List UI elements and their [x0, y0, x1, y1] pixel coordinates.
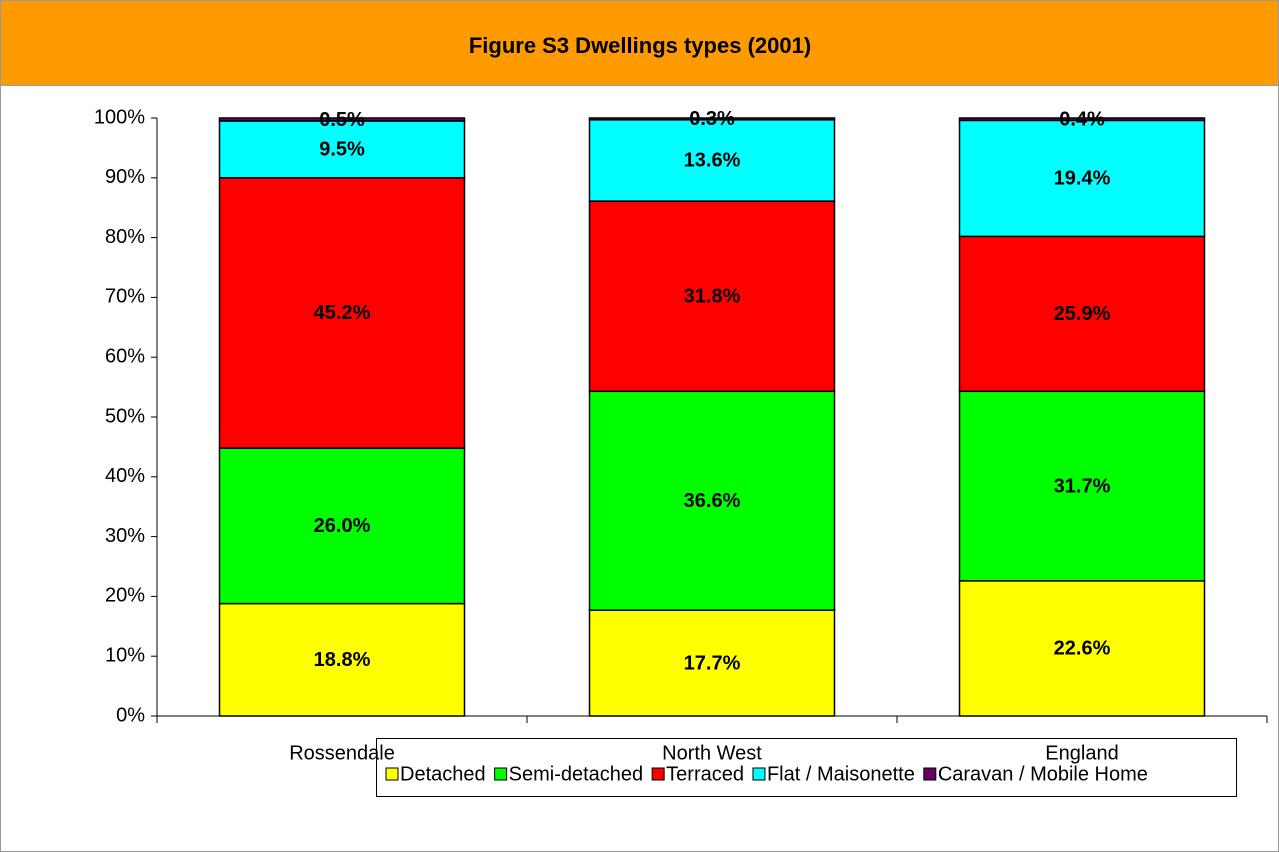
x-tick-label: North West [662, 742, 762, 764]
value-label: 22.6% [1054, 638, 1111, 660]
value-label: 45.2% [314, 302, 371, 324]
legend-swatch [752, 767, 766, 781]
value-label: 13.6% [684, 150, 741, 172]
bar-segment [218, 117, 466, 122]
y-tick-label: 70% [105, 286, 145, 308]
bar-segment [588, 390, 836, 611]
value-label: 31.7% [1054, 475, 1111, 497]
legend-swatch [923, 767, 937, 781]
bar-segment [218, 177, 466, 449]
x-tick-label: Rossendale [289, 742, 395, 764]
y-tick-label: 90% [105, 166, 145, 188]
value-label: 19.4% [1054, 168, 1111, 190]
value-label: 9.5% [319, 139, 365, 161]
legend-swatch [651, 767, 665, 781]
legend-swatch [494, 767, 508, 781]
value-label: 0.5% [319, 109, 365, 131]
value-label: 31.8% [684, 285, 741, 307]
y-tick-label: 0% [116, 704, 145, 726]
value-label: 0.3% [689, 108, 735, 130]
bar-segment [218, 447, 466, 605]
legend-swatch [385, 767, 399, 781]
legend-box [376, 738, 1237, 797]
value-label: 18.8% [314, 649, 371, 671]
chart-title: Figure S3 Dwellings types (2001) [469, 33, 811, 58]
value-label: 17.7% [684, 652, 741, 674]
legend-label: Caravan / Mobile Home [938, 763, 1148, 785]
bar-segment [588, 119, 836, 202]
y-tick-label: 80% [105, 226, 145, 248]
bar-segment [588, 200, 836, 393]
y-tick-label: 50% [105, 405, 145, 427]
legend-label: Flat / Maisonette [767, 763, 915, 785]
legend-label: Semi-detached [509, 763, 644, 785]
bar-segment [958, 580, 1206, 717]
y-tick-label: 30% [105, 525, 145, 547]
bar-segment [218, 602, 466, 717]
y-tick-label: 60% [105, 345, 145, 367]
y-tick-label: 10% [105, 644, 145, 666]
value-label: 0.4% [1059, 108, 1105, 130]
bar-segment [958, 117, 1206, 122]
y-tick-label: 100% [94, 106, 145, 128]
x-tick-label: England [1045, 742, 1118, 764]
bar-segment [588, 117, 836, 121]
legend-label: Detached [400, 763, 486, 785]
value-label: 26.0% [314, 515, 371, 537]
legend-label: Terraced [666, 763, 744, 785]
value-label: 36.6% [684, 490, 741, 512]
value-label: 25.9% [1054, 303, 1111, 325]
bar-segment [958, 119, 1206, 238]
y-tick-label: 40% [105, 465, 145, 487]
title-bar [0, 0, 1279, 86]
y-tick-label: 20% [105, 585, 145, 607]
